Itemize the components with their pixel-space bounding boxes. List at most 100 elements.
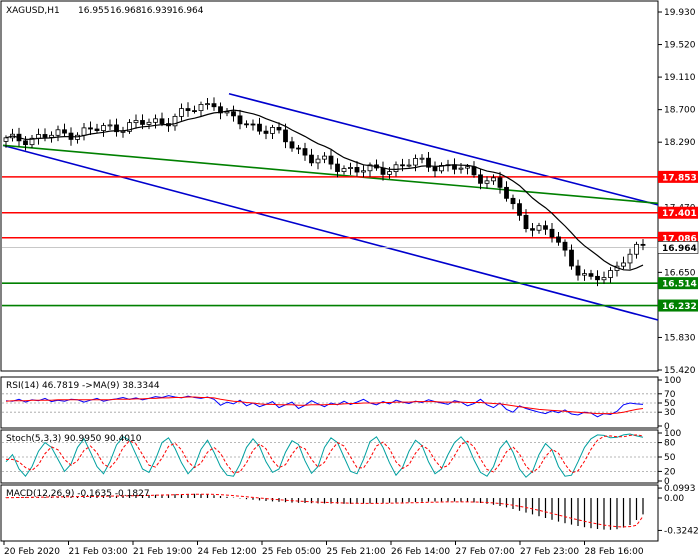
candle-body bbox=[211, 103, 217, 108]
candle-body bbox=[634, 243, 639, 255]
candle-body bbox=[406, 164, 412, 167]
candle-body bbox=[458, 167, 464, 170]
indicator-tick-label: 0.00 bbox=[664, 494, 684, 504]
price-tick-label: 16.650 bbox=[664, 268, 696, 278]
level-label: 17.853 bbox=[658, 170, 698, 183]
indicator-tick-label: 0 bbox=[664, 477, 670, 487]
candle-body bbox=[231, 111, 236, 117]
candle-body bbox=[250, 123, 256, 126]
candle bbox=[309, 148, 314, 167]
indicator-tick-label: 50 bbox=[664, 399, 676, 409]
current-price-label: 16.964 bbox=[657, 241, 699, 254]
candle bbox=[192, 105, 197, 114]
candle-body bbox=[523, 214, 529, 230]
chart-header-open: 16.955 bbox=[78, 6, 110, 16]
candle-body bbox=[185, 108, 191, 111]
time-tick-label: 20 Feb 2020 bbox=[4, 547, 60, 557]
candle-body bbox=[107, 124, 113, 127]
macd-title: MACD(12,26,9) -0.1635 -0.1827 bbox=[6, 489, 150, 499]
candle-body bbox=[42, 134, 48, 138]
candle-body bbox=[556, 236, 561, 243]
candle-body bbox=[465, 166, 470, 169]
candle-body bbox=[120, 130, 126, 133]
candle bbox=[549, 222, 555, 243]
indicator-tick-label: 20 bbox=[664, 467, 676, 477]
indicator-tick-label: 70 bbox=[664, 390, 676, 400]
candle-body bbox=[640, 243, 646, 246]
candle bbox=[536, 222, 542, 234]
candle-body bbox=[3, 137, 9, 142]
candle bbox=[263, 125, 269, 140]
candle-body bbox=[94, 128, 100, 131]
candle bbox=[426, 151, 431, 172]
candle bbox=[114, 118, 119, 137]
candle-body bbox=[81, 127, 87, 136]
candle-body bbox=[270, 127, 275, 134]
candle bbox=[335, 158, 340, 178]
candle-body bbox=[101, 125, 106, 131]
time-tick-label: 27 Feb 07:00 bbox=[456, 547, 515, 557]
candle-body bbox=[543, 225, 548, 230]
candle bbox=[556, 231, 561, 246]
candle-body bbox=[426, 157, 431, 168]
candle-body bbox=[627, 253, 633, 264]
price-tick-label: 19.110 bbox=[664, 73, 696, 83]
candle-body bbox=[263, 130, 269, 134]
candle-body bbox=[159, 118, 165, 124]
candle bbox=[296, 144, 301, 155]
candle-body bbox=[497, 177, 503, 188]
candle-body bbox=[328, 155, 334, 165]
candle-body bbox=[569, 249, 574, 267]
candle-body bbox=[140, 120, 145, 125]
candle-body bbox=[530, 228, 535, 231]
level-label-text: 17.401 bbox=[662, 209, 697, 219]
macd-histogram bbox=[5, 493, 644, 530]
rsi-ma-line bbox=[5, 396, 644, 415]
candle-body bbox=[439, 165, 444, 172]
candle bbox=[101, 122, 106, 137]
level-label: 16.232 bbox=[658, 299, 698, 312]
indicator-tick-label: 0 bbox=[664, 422, 670, 432]
candles bbox=[3, 97, 646, 287]
candle-body bbox=[289, 141, 295, 149]
candle bbox=[172, 113, 178, 131]
candle bbox=[185, 102, 191, 117]
candle-body bbox=[55, 129, 61, 136]
price-tick-label: 15.830 bbox=[664, 333, 696, 343]
candle-body bbox=[172, 115, 178, 127]
candle bbox=[341, 165, 347, 175]
candle bbox=[23, 136, 28, 151]
time-tick-label: 21 Feb 03:00 bbox=[69, 547, 128, 557]
candle-body bbox=[400, 164, 405, 167]
current-price-box bbox=[657, 241, 699, 254]
candle bbox=[582, 269, 587, 281]
chart-header-high: 16.968 bbox=[110, 6, 142, 16]
candle bbox=[640, 239, 646, 251]
candle-body bbox=[387, 171, 392, 175]
stochastic-d-line bbox=[6, 434, 644, 474]
candle bbox=[504, 181, 509, 202]
level-label-text: 17.086 bbox=[662, 234, 697, 244]
candle-body bbox=[133, 120, 139, 124]
candle bbox=[530, 222, 535, 237]
candle-body bbox=[504, 186, 509, 199]
candle-body bbox=[575, 265, 581, 276]
candle bbox=[523, 209, 529, 233]
time-tick-label: 25 Feb 21:00 bbox=[327, 547, 386, 557]
chart-header-symbol: XAGUSD,H1 bbox=[6, 6, 60, 16]
indicator-tick-label: 100 bbox=[664, 376, 681, 386]
candle-body bbox=[562, 241, 568, 251]
level-label-box bbox=[658, 231, 698, 244]
candle-body bbox=[257, 123, 262, 132]
candle bbox=[88, 121, 93, 136]
candle-body bbox=[595, 275, 600, 281]
candle bbox=[497, 171, 503, 194]
candle-body bbox=[62, 129, 67, 134]
candle-body bbox=[192, 110, 197, 112]
time-tick-label: 28 Feb 16:00 bbox=[585, 547, 644, 557]
candle bbox=[510, 194, 516, 210]
candle bbox=[354, 161, 360, 177]
